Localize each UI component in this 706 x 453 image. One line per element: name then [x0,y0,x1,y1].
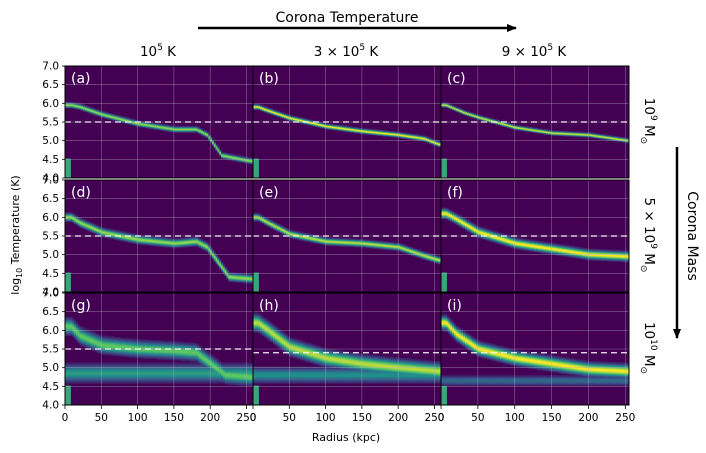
panel-label: (a) [71,71,91,87]
panel-b: (b) [252,65,442,179]
heatmap-cells [65,212,253,292]
heatmap-cells [441,102,629,178]
y-tick-label: 5.0 [42,249,59,261]
panel-label: (b) [259,71,279,87]
y-tick-label: 6.0 [42,212,59,224]
row-header-3: 1010 M⊙ [638,322,658,374]
y-tick-label: 6.5 [42,79,59,91]
panel-a: (a) [64,65,254,179]
panel-e: (e) [252,179,442,293]
axis-ticks: 4.04.55.05.56.06.57.04.04.55.05.56.06.57… [42,61,635,425]
x-tick-label: 250 [424,412,444,424]
x-tick-label: 200 [578,412,598,424]
grid [253,293,441,405]
y-tick-label: 5.5 [42,231,59,243]
panel-d: (d) [64,179,254,293]
column-header-2: 3 × 105 K [314,43,380,60]
y-tick-label: 4.5 [42,381,59,393]
y-tick-label: 6.5 [42,193,59,205]
panel-label: (f) [447,185,463,201]
y-tick-label: 4.0 [42,173,59,185]
x-tick-label: 250 [615,412,635,424]
x-tick-label: 50 [283,412,296,424]
panel-c: (c) [440,65,630,179]
column-headers: 105 K 3 × 105 K 9 × 105 K [140,43,567,60]
top-arrow-label: Corona Temperature [276,10,419,26]
panel-label: (d) [71,185,91,201]
right-arrow-label: Corona Mass [684,191,700,281]
panel-label: (i) [447,298,462,314]
heatmap-cells [441,207,629,292]
heatmap-panels: (a) (b) (c) (d) (e) (f) (g) (h) (i) [64,65,630,406]
x-tick-label: 100 [128,412,148,424]
x-tick-label: 100 [316,412,336,424]
panel-frame [440,179,630,293]
y-tick-label: 7.0 [42,175,59,187]
x-tick-label: 0 [438,412,445,424]
y-tick-label: 5.5 [42,117,59,129]
y-tick-label: 6.0 [42,98,59,110]
x-tick-label: 150 [164,412,184,424]
y-tick-label: 6.0 [42,325,59,337]
panel-label: (g) [71,298,91,314]
x-tick-label: 250 [236,412,256,424]
heatmap-cells [441,313,629,405]
x-tick-label: 200 [200,412,220,424]
heatmap-cells [253,104,441,178]
x-tick-label: 150 [352,412,372,424]
column-header-1: 105 K [140,43,177,60]
x-tick-label: 50 [95,412,108,424]
panel-label: (e) [259,185,279,201]
y-tick-label: 7.0 [42,61,59,73]
x-axis-label: Radius (kpc) [312,431,380,444]
column-header-3: 9 × 105 K [502,43,568,60]
row-headers: 109 M⊙ 5 × 109 M⊙ 1010 M⊙ [638,98,658,374]
y-tick-label: 6.5 [42,306,59,318]
panel-label: (h) [259,298,279,314]
grid [441,293,629,405]
y-tick-label: 5.0 [42,135,59,147]
x-tick-label: 50 [471,412,484,424]
y-tick-label: 4.0 [42,287,59,299]
y-axis-label: log10 Temperature (K) [9,175,24,294]
row-header-2: 5 × 109 M⊙ [638,198,658,273]
panel-h: (h) [252,292,442,406]
y-tick-label: 4.0 [42,400,59,412]
panel-label: (c) [447,71,466,87]
panel-f: (f) [440,179,630,293]
x-tick-label: 150 [542,412,562,424]
x-tick-label: 100 [505,412,525,424]
y-tick-label: 4.5 [42,268,59,280]
panel-i: (i) [440,292,630,406]
y-tick-label: 7.0 [42,288,59,300]
x-tick-label: 0 [62,412,69,424]
y-tick-label: 4.5 [42,154,59,166]
y-tick-label: 5.0 [42,362,59,374]
y-tick-label: 5.5 [42,344,59,356]
panel-frame [440,65,630,179]
x-tick-label: 0 [250,412,257,424]
heatmap-cells [253,212,441,292]
row-header-1: 109 M⊙ [638,98,658,144]
panel-frame [440,292,630,406]
panel-g: (g) [64,292,254,406]
heatmap-cells [65,101,253,178]
x-tick-label: 200 [388,412,408,424]
